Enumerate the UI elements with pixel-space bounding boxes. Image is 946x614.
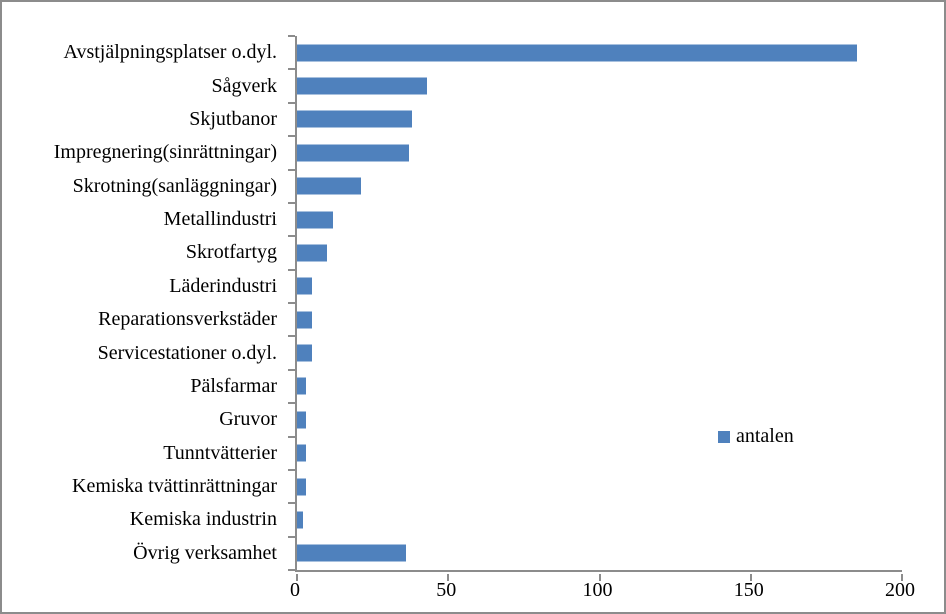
x-axis-tick — [749, 574, 752, 581]
bar-row — [297, 203, 902, 236]
bar-row — [297, 336, 902, 369]
bar-row — [297, 303, 902, 336]
legend-swatch-icon — [718, 430, 730, 443]
category-label: Läderindustri — [169, 274, 277, 297]
y-axis-tick — [288, 535, 295, 538]
bar — [297, 177, 361, 195]
bar-row — [297, 470, 902, 503]
bar — [297, 77, 428, 95]
bar — [297, 244, 328, 262]
y-axis-tick — [288, 335, 295, 338]
category-label: Servicestationer o.dyl. — [97, 341, 277, 364]
bar-row — [297, 170, 902, 203]
y-axis-tick — [288, 435, 295, 438]
y-axis-tick — [288, 302, 295, 304]
category-label: Pälsfarmar — [190, 374, 277, 397]
bar-row — [297, 537, 902, 570]
y-axis-tick — [288, 502, 295, 505]
x-axis-tick — [901, 574, 903, 581]
category-label: Impregnering(sinrättningar) — [53, 141, 277, 164]
bar-row — [297, 437, 902, 470]
bar-row — [297, 236, 902, 269]
y-axis-tick — [288, 268, 295, 271]
category-label: Övrig verksamhet — [133, 541, 277, 564]
y-axis-tick — [288, 101, 295, 104]
y-axis-tick — [288, 135, 295, 138]
bar — [297, 544, 406, 562]
plot-area — [288, 35, 903, 581]
bar — [297, 277, 313, 295]
bar — [297, 211, 334, 229]
bar — [297, 377, 307, 395]
bar-row — [297, 103, 902, 136]
bar — [297, 344, 313, 362]
x-axis-tick-label: 100 — [582, 579, 613, 601]
category-label: Sågverk — [211, 74, 277, 97]
bar — [297, 311, 313, 329]
x-axis-tick — [447, 574, 450, 581]
bar-row — [297, 69, 902, 102]
y-axis-tick — [288, 201, 295, 204]
y-axis-tick — [288, 468, 295, 471]
bar-row — [297, 370, 902, 403]
y-axis-tick — [288, 402, 295, 405]
y-axis-tick — [288, 235, 295, 238]
category-label: Metallindustri — [163, 208, 277, 231]
category-label: Tunntvätterier — [163, 441, 277, 464]
category-label: Reparationsverkstäder — [98, 308, 277, 331]
category-label: Skjutbanor — [189, 107, 277, 130]
bar-row — [297, 403, 902, 436]
bar-row — [297, 136, 902, 169]
x-axis-tick — [296, 574, 298, 581]
x-axis-tick-label: 0 — [290, 579, 300, 601]
category-label: Skrotfartyg — [185, 241, 277, 264]
y-axis-tick — [288, 168, 295, 171]
bar — [297, 444, 307, 462]
bar-row — [297, 270, 902, 303]
bar — [297, 110, 412, 128]
y-axis-tick — [288, 35, 295, 37]
category-label: Gruvor — [219, 408, 277, 431]
bar — [297, 478, 307, 496]
bar — [297, 511, 304, 529]
category-label: Kemiska industrin — [129, 508, 277, 531]
x-axis-tick-labels: 0 50 100 150 200 — [290, 579, 915, 605]
legend-label: antalen — [736, 425, 794, 447]
category-axis: Avstjälpningsplatser o.dyl. Sågverk Skjutb… — [2, 36, 285, 570]
bar-row — [297, 36, 902, 69]
y-axis-tick — [288, 68, 295, 71]
y-axis-tick — [288, 569, 295, 571]
bar — [297, 411, 307, 429]
bar-row — [297, 503, 902, 536]
category-label: Skrotning(sanläggningar) — [72, 174, 277, 197]
legend: antalen — [718, 425, 794, 448]
y-axis-tick — [288, 368, 295, 371]
category-label: Avstjälpningsplatser o.dyl. — [63, 41, 278, 64]
x-axis-tick-label: 50 — [436, 579, 457, 601]
category-label: Kemiska tvättinrättningar — [72, 475, 277, 498]
bar — [297, 144, 409, 162]
x-axis-tick-label: 150 — [733, 579, 764, 601]
x-axis-tick-label: 200 — [885, 579, 915, 601]
bar — [297, 44, 857, 62]
x-axis-tick — [598, 574, 601, 581]
